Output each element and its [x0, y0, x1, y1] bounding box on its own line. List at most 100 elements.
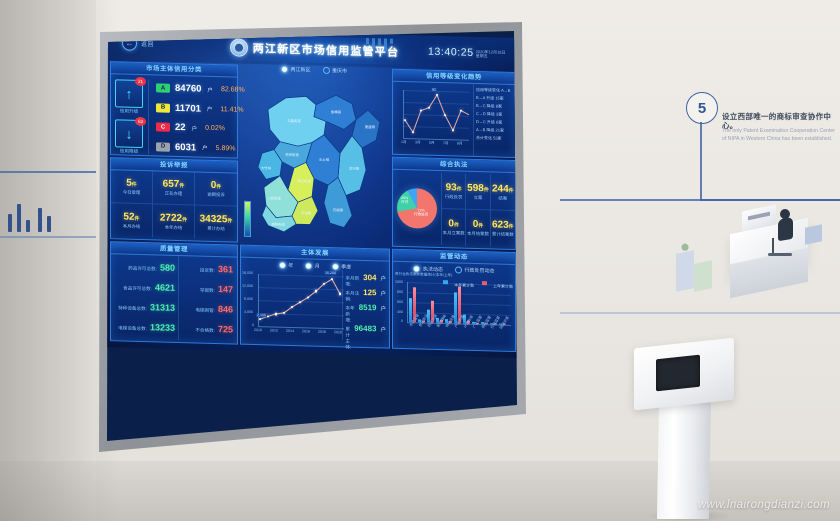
complaint-unit-4: 件	[182, 216, 188, 223]
complaint-label-1: 正在办理	[164, 190, 183, 197]
dashboard-screen: ← 返回 两江新区市场信用监管平台 13:40:25	[107, 31, 517, 359]
x-tick-2: 2012	[270, 328, 278, 333]
topbar-deco-4	[384, 38, 387, 51]
growth-panel: 主体发展 年 月 季度	[240, 244, 390, 350]
y-tick-0: 1000	[395, 279, 403, 285]
kiosk-stand[interactable]	[630, 337, 738, 521]
credit-grade-row-c: C 22 户 0.02%	[156, 122, 245, 135]
legend-entry-3: C→D 降级 3家	[476, 110, 503, 117]
complaint-unit-3: 件	[134, 215, 140, 222]
quality-right-row-2: 电梯困管: 846	[179, 303, 233, 314]
credit-grade-row-b: B 11701 户 11.41%	[156, 102, 245, 115]
wall-accent-line-left-2	[0, 236, 96, 238]
quality-right-row-0: 投诉数: 361	[179, 263, 233, 274]
complaint-unit-2: 件	[216, 184, 222, 191]
x-tick-2: 3月	[415, 140, 421, 145]
enforcement-panel: 综合执法 72% 行政处罚 20% 许可 93件 行政处罚	[392, 156, 516, 251]
quality-right-label-2: 电梯困管:	[195, 307, 215, 313]
credit-downgrade-badge: 63	[135, 116, 146, 127]
region-radio-label-1: 重庆市	[332, 68, 348, 75]
complaint-value-0: 5件	[126, 178, 137, 189]
growth-stat-value-3: 96483	[354, 323, 377, 334]
complaint-cell-4: 2722件 本年办结	[153, 204, 195, 239]
region-radio-label-0: 两江新区	[290, 66, 311, 74]
annotation-start: 2,100	[256, 313, 267, 318]
enforcement-value-1: 598件	[467, 182, 489, 194]
credit-grade-row-d: D 6031 户 5.89%	[156, 141, 245, 154]
quality-right-row-1: 举报数: 147	[179, 283, 233, 294]
growth-stat-1: 本月注销: 125 户	[345, 287, 386, 303]
map-label-2: 复盛镇	[365, 124, 376, 129]
complaint-unit-0: 件	[131, 181, 137, 188]
growth-stat-unit-3: 户	[380, 327, 386, 334]
x-tick-4: 5月	[429, 140, 435, 145]
enforcement-unit-2: 件	[508, 187, 514, 194]
enforcement-unit-4: 件	[478, 223, 484, 230]
growth-stat-value-2: 8519	[358, 302, 377, 313]
map-label-0: 礼嘉街道	[287, 118, 301, 123]
clock-time: 13:40:25	[428, 45, 474, 59]
watermark-text: www.lnairongdianzi.com	[697, 499, 830, 511]
liangjiang-district-map[interactable]: 礼嘉街道 鱼嘴镇 复盛镇 龙兴镇 石船镇 水土镇 悦来街道 大竹林 翠云街道 人…	[240, 75, 388, 245]
complaint-unit-5: 件	[227, 217, 233, 224]
quality-panel: 质量管理 药品许可总数: 580 食品许可总数: 4621	[110, 241, 238, 345]
wall-illustration-block-2	[694, 260, 712, 292]
y-tick-1: 800	[397, 289, 403, 295]
credit-upgrade-button[interactable]: ↑ 21 信用升级	[115, 76, 146, 115]
enforcement-cell-0: 93件 行政处罚	[442, 173, 467, 210]
enforcement-cell-2: 244件 结案	[490, 174, 515, 212]
enforcement-number-5: 623	[491, 219, 509, 231]
map-panel[interactable]: 礼嘉街道 鱼嘴镇 复盛镇 龙兴镇 石船镇 水土镇 悦来街道 大竹林 翠云街道 人…	[240, 75, 388, 245]
enforcement-number-0: 93	[445, 181, 457, 193]
x-tick-0: 2010	[254, 328, 262, 333]
x-tick-10: 2020	[334, 330, 342, 335]
legend-entry-6: 合计变化 53家	[476, 134, 502, 141]
wall-illustration-cube	[805, 224, 822, 245]
quality-left-value-2: 31313	[149, 302, 175, 313]
wall-illustration-person-head	[780, 209, 790, 219]
growth-stat-value-1: 125	[363, 287, 377, 298]
complaint-cell-2: 0件 逾期投诉	[195, 172, 237, 207]
region-radio-chongqing[interactable]: 重庆市	[322, 66, 348, 75]
growth-stat-label-1: 本月注销:	[345, 290, 360, 302]
complaint-cell-3: 52件 本月办结	[111, 203, 153, 238]
grade-unit-b: 户	[206, 106, 213, 114]
wall-illustration-chair	[772, 238, 792, 254]
complaint-number-5: 34325	[199, 213, 228, 225]
enforcement-label-4: 本月结案数	[467, 230, 489, 237]
x-tick-8: 2018	[318, 329, 326, 334]
wall-marker-stem-horizontal	[700, 199, 840, 201]
wall-logo-marks	[8, 198, 54, 232]
data-point-2017	[314, 289, 318, 293]
government-emblem-icon	[229, 38, 248, 57]
quality-right-value-2: 846	[217, 304, 233, 315]
complaint-label-5: 累计办结	[207, 225, 225, 231]
credit-trend-panel: 信用等级变化趋势	[392, 68, 516, 159]
credit-classification-panel: 市场主体信用分类 ↑ 21 信用升级	[110, 61, 245, 159]
credit-downgrade-button[interactable]: ↓ 63 信用降级	[115, 116, 146, 155]
enforcement-label-3: 本月立案数	[442, 230, 465, 236]
region-radio-liangjiang[interactable]: 两江新区	[280, 65, 311, 74]
enforcement-cell-5: 623件 累计结案数	[491, 210, 515, 247]
grade-badge-c: C	[156, 122, 170, 133]
quality-left-label-3: 电梯设备总数:	[118, 325, 147, 332]
complaint-cell-0: 5件 今日受理	[111, 170, 153, 205]
quality-left-value-3: 13233	[149, 322, 175, 333]
wall-display-tv: ← 返回 两江新区市场信用监管平台 13:40:25	[96, 22, 526, 452]
legend-entry-1: B→A 升级 15家	[476, 94, 504, 101]
x-tick-6: 7月	[443, 141, 449, 146]
radio-dot-icon	[280, 65, 288, 73]
bar-chart-x-labels: 市场监管 食品安全 药品流通 医疗器械 特种设备 产品质量 计量标准 广告监管 …	[409, 313, 513, 344]
map-label-4: 石船镇	[333, 207, 344, 212]
credit-trend-peak-label: 92	[431, 87, 437, 92]
data-point-2020	[338, 292, 342, 296]
wall-caption-chinese: 设立西部唯一的商标审查协作中心。	[722, 112, 832, 131]
growth-stat-unit-2: 户	[380, 306, 386, 313]
wall-illustration-person-body	[778, 216, 793, 242]
quality-right-value-1: 147	[217, 284, 233, 295]
enforcement-unit-1: 件	[483, 186, 489, 193]
quality-left-value-0: 580	[159, 262, 175, 273]
kiosk-screen[interactable]	[656, 354, 700, 392]
enforcement-value-0: 93件	[446, 182, 462, 193]
